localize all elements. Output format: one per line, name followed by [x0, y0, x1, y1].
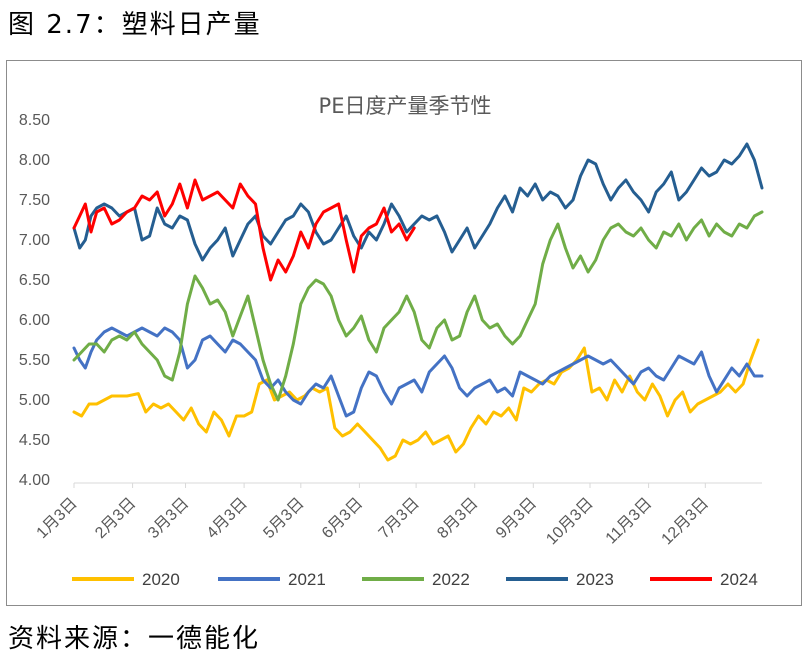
source-note: 资料来源：一德能化: [8, 624, 261, 654]
figure-title: 图 2.7：塑料日产量: [8, 10, 262, 40]
x-tick-label: 2月3日: [92, 495, 139, 542]
y-axis: 4.00 4.50 5.00 5.50 6.00 6.50 7.00 7.50 8.00 8.50: [19, 112, 50, 489]
x-tick-label: 10月3日: [543, 495, 597, 549]
y-tick-label: 5.50: [19, 352, 50, 369]
x-tick-label: 8月3日: [434, 495, 481, 542]
y-tick-label: 7.00: [19, 232, 50, 249]
y-tick-label: 4.50: [19, 432, 50, 449]
series-line-2024: [72, 178, 416, 282]
legend-label: 2023: [576, 570, 614, 589]
x-tick-label: 12月3日: [659, 495, 713, 549]
chart-title: PE日度产量季节性: [319, 94, 492, 118]
legend-label: 2022: [432, 570, 470, 589]
x-tick-label: 5月3日: [260, 495, 307, 542]
y-tick-label: 8.50: [19, 112, 50, 129]
x-axis: 1月3日 2月3日 3月3日 4月3日 5月3日 6月3日 7月3日 8月3日 9月3日 10月3…: [34, 482, 762, 549]
y-tick-label: 6.00: [19, 312, 50, 329]
y-tick-label: 4.00: [19, 472, 50, 489]
series-line-2022: [72, 210, 764, 402]
x-tick-label: 1月3日: [34, 495, 81, 542]
legend-item-2023: 2023: [506, 570, 614, 589]
x-tick-label: 9月3日: [493, 495, 540, 542]
series-line-2020: [72, 338, 760, 462]
legend-item-2021: 2021: [218, 570, 326, 589]
chart-frame: [6, 60, 802, 606]
series-line-2021: [72, 326, 764, 418]
y-tick-label: 8.00: [19, 152, 50, 169]
y-tick-label: 6.50: [19, 272, 50, 289]
legend-item-2022: 2022: [362, 570, 470, 589]
y-tick-label: 7.50: [19, 192, 50, 209]
legend: 2020 2021 2022 2023 2024: [72, 570, 758, 589]
legend-item-2020: 2020: [72, 570, 180, 589]
x-tick-label: 6月3日: [319, 495, 366, 542]
legend-label: 2021: [288, 570, 326, 589]
legend-label: 2020: [142, 570, 180, 589]
legend-item-2024: 2024: [650, 570, 758, 589]
x-tick-label: 11月3日: [603, 495, 656, 548]
series-lines: [72, 142, 764, 462]
x-tick-label: 3月3日: [145, 495, 192, 542]
y-tick-label: 5.00: [19, 392, 50, 409]
legend-label: 2024: [720, 570, 758, 589]
x-tick-label: 4月3日: [204, 495, 251, 542]
series-line-2023: [72, 142, 764, 262]
x-tick-label: 7月3日: [376, 495, 423, 542]
